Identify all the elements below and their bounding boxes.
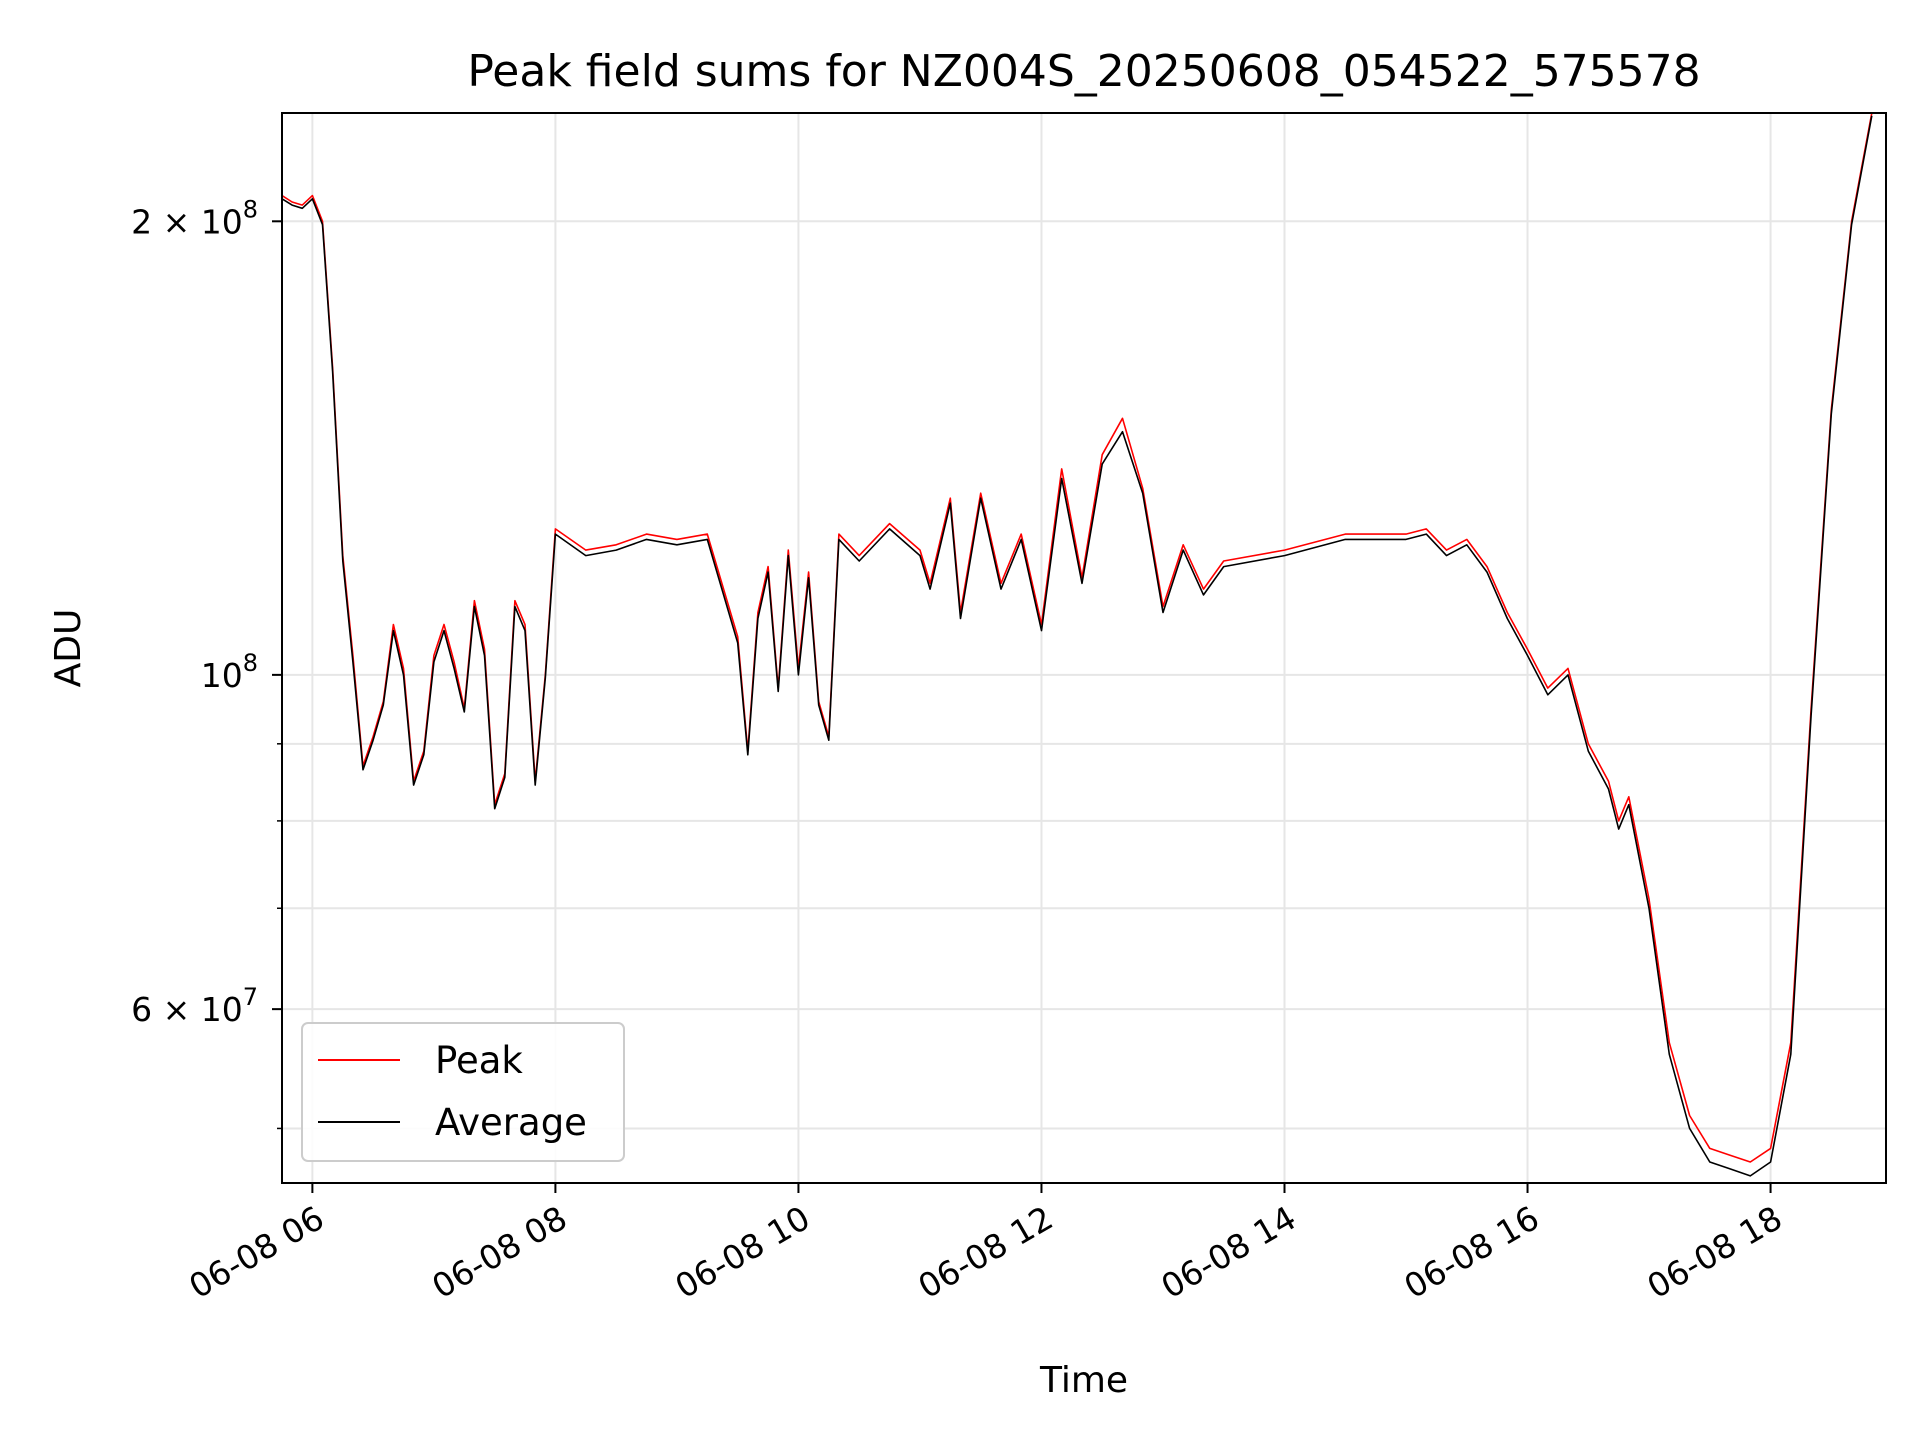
y-tick-label: 2 × 108 bbox=[131, 195, 258, 241]
legend-label-average: Average bbox=[435, 1101, 587, 1144]
y-tick-label: 6 × 107 bbox=[131, 983, 258, 1029]
plot-lines bbox=[281, 112, 1873, 1177]
y-axis-ticks: 2 × 108 108 6 × 107 bbox=[131, 195, 282, 1130]
series-line-average bbox=[281, 115, 1873, 1177]
chart-title: Peak field sums for NZ004S_20250608_0545… bbox=[467, 46, 1700, 97]
x-axis-label: Time bbox=[1039, 1360, 1128, 1401]
plot-frame bbox=[281, 112, 1887, 1184]
legend-label-peak: Peak bbox=[435, 1039, 523, 1082]
y-axis-label: ADU bbox=[48, 609, 89, 688]
legend-box bbox=[301, 1022, 625, 1162]
legend: Peak Average bbox=[301, 1022, 625, 1162]
grid bbox=[282, 113, 1886, 1183]
y-tick-label: 108 bbox=[201, 649, 258, 695]
